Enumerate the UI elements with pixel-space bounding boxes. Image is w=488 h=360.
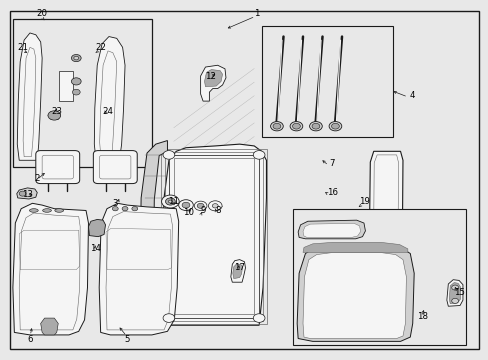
Ellipse shape [42,209,51,212]
Text: 3: 3 [112,199,118,208]
Text: 14: 14 [90,244,101,253]
Polygon shape [41,318,58,335]
FancyBboxPatch shape [93,150,137,184]
Polygon shape [204,69,222,87]
Bar [293,209,466,345]
Polygon shape [303,224,360,237]
Text: 9: 9 [200,206,205,215]
Circle shape [163,150,174,159]
Polygon shape [448,283,460,304]
FancyBboxPatch shape [36,150,80,184]
Polygon shape [303,252,406,338]
Text: 16: 16 [326,188,337,197]
Polygon shape [17,33,42,160]
Polygon shape [446,280,462,306]
Circle shape [253,314,264,322]
Polygon shape [297,245,413,341]
Bar [13,19,152,167]
Circle shape [168,200,172,203]
Circle shape [48,111,61,120]
Text: 20: 20 [37,9,47,18]
Polygon shape [94,37,125,158]
Polygon shape [161,144,266,325]
Text: 12: 12 [204,72,215,81]
Circle shape [182,202,189,208]
Bar [168,155,259,318]
Circle shape [272,123,280,129]
Text: 2: 2 [35,174,40,183]
Circle shape [71,78,81,85]
Text: 1: 1 [253,9,259,18]
Bar [168,155,259,318]
Circle shape [165,198,175,205]
Polygon shape [200,65,225,101]
Circle shape [72,89,80,95]
Polygon shape [303,242,407,252]
Circle shape [161,195,179,208]
Circle shape [208,201,222,211]
Text: 13: 13 [22,190,33,199]
Circle shape [289,122,302,131]
Bar [161,149,266,324]
Circle shape [292,123,300,129]
Polygon shape [232,264,242,279]
Circle shape [270,122,283,131]
Text: 17: 17 [234,264,244,273]
Text: 24: 24 [102,107,113,116]
Ellipse shape [29,209,38,212]
Bar [164,152,263,321]
Polygon shape [140,140,167,321]
Text: 8: 8 [215,206,220,215]
Circle shape [19,191,26,196]
Polygon shape [298,220,365,239]
Circle shape [197,203,203,208]
Circle shape [71,54,81,62]
Text: 19: 19 [358,197,368,206]
Circle shape [311,123,319,129]
Bar [173,158,254,315]
Text: 5: 5 [124,335,130,344]
Text: 7: 7 [329,159,334,168]
Text: 11: 11 [168,197,179,206]
Circle shape [451,298,458,303]
Text: 4: 4 [409,91,415,100]
Circle shape [331,123,339,129]
Bar [59,71,73,101]
Circle shape [253,150,264,159]
Circle shape [212,204,218,208]
Circle shape [328,122,341,131]
Circle shape [74,56,79,60]
Ellipse shape [55,209,63,212]
Text: 15: 15 [453,288,464,297]
Polygon shape [88,220,105,237]
Text: 10: 10 [183,208,194,217]
Circle shape [132,207,138,211]
Text: 22: 22 [95,43,106,52]
Polygon shape [230,260,245,282]
Text: 6: 6 [27,335,33,344]
Circle shape [163,314,174,322]
Bar [261,26,392,137]
Circle shape [451,285,458,290]
Circle shape [309,122,322,131]
Text: 18: 18 [416,312,427,321]
Text: 23: 23 [51,107,62,116]
Polygon shape [13,203,88,335]
Polygon shape [17,188,37,199]
Circle shape [122,207,128,211]
Polygon shape [368,151,402,304]
Circle shape [194,201,206,211]
Circle shape [178,200,193,211]
Polygon shape [99,203,178,335]
Circle shape [112,207,118,211]
Text: 21: 21 [17,43,28,52]
